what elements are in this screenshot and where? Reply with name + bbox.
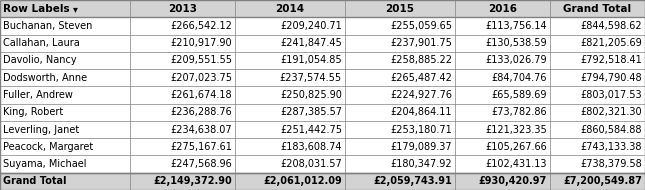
Text: £250,825.90: £250,825.90 (280, 90, 342, 100)
Text: £844,598.62: £844,598.62 (580, 21, 642, 31)
Bar (0, 52, 645, 69)
Text: £204,864.11: £204,864.11 (390, 107, 452, 117)
Text: £180,347.92: £180,347.92 (390, 159, 452, 169)
Text: £792,518.41: £792,518.41 (580, 55, 642, 65)
Bar (0, 121, 645, 138)
Text: £65,589.69: £65,589.69 (491, 90, 547, 100)
Text: £265,487.42: £265,487.42 (390, 73, 452, 83)
Text: Leverling, Janet: Leverling, Janet (3, 125, 79, 135)
Text: £130,538.59: £130,538.59 (486, 38, 547, 48)
Text: £251,442.75: £251,442.75 (280, 125, 342, 135)
Bar (0, 17, 645, 35)
Text: £237,901.75: £237,901.75 (390, 38, 452, 48)
Text: £738,379.58: £738,379.58 (580, 159, 642, 169)
Bar (0, 0, 645, 17)
Text: Peacock, Margaret: Peacock, Margaret (3, 142, 94, 152)
Text: 2014: 2014 (275, 4, 304, 14)
Text: £224,927.76: £224,927.76 (390, 90, 452, 100)
Text: £802,321.30: £802,321.30 (580, 107, 642, 117)
Text: £247,568.96: £247,568.96 (170, 159, 232, 169)
Text: £860,584.88: £860,584.88 (580, 125, 642, 135)
Text: Callahan, Laura: Callahan, Laura (3, 38, 80, 48)
Text: £133,026.79: £133,026.79 (486, 55, 547, 65)
Text: £207,023.75: £207,023.75 (170, 73, 232, 83)
Text: £191,054.85: £191,054.85 (281, 55, 342, 65)
Text: Row Labels: Row Labels (3, 4, 70, 14)
Text: £255,059.65: £255,059.65 (390, 21, 452, 31)
Text: Suyama, Michael: Suyama, Michael (3, 159, 86, 169)
Text: £287,385.57: £287,385.57 (280, 107, 342, 117)
Text: £266,542.12: £266,542.12 (170, 21, 232, 31)
Text: £209,551.55: £209,551.55 (170, 55, 232, 65)
Text: £258,885.22: £258,885.22 (390, 55, 452, 65)
Text: £73,782.86: £73,782.86 (491, 107, 547, 117)
Text: £261,674.18: £261,674.18 (170, 90, 232, 100)
Text: £208,031.57: £208,031.57 (280, 159, 342, 169)
Text: 2013: 2013 (168, 4, 197, 14)
Text: Grand Total: Grand Total (3, 176, 66, 186)
Text: £236,288.76: £236,288.76 (170, 107, 232, 117)
Text: 2016: 2016 (488, 4, 517, 14)
Text: Buchanan, Steven: Buchanan, Steven (3, 21, 92, 31)
Text: £241,847.45: £241,847.45 (280, 38, 342, 48)
Text: £209,240.71: £209,240.71 (280, 21, 342, 31)
Text: £275,167.61: £275,167.61 (170, 142, 232, 152)
Text: Davolio, Nancy: Davolio, Nancy (3, 55, 77, 65)
Text: £84,704.76: £84,704.76 (491, 73, 547, 83)
Text: £179,089.37: £179,089.37 (390, 142, 452, 152)
Text: £803,017.53: £803,017.53 (580, 90, 642, 100)
Bar (0, 104, 645, 121)
Text: Grand Total: Grand Total (564, 4, 631, 14)
Text: £821,205.69: £821,205.69 (580, 38, 642, 48)
Text: £2,149,372.90: £2,149,372.90 (154, 176, 232, 186)
Text: £930,420.97: £930,420.97 (479, 176, 547, 186)
Text: £121,323.35: £121,323.35 (485, 125, 547, 135)
Text: £234,638.07: £234,638.07 (170, 125, 232, 135)
Text: £7,200,549.87: £7,200,549.87 (563, 176, 642, 186)
Bar (0, 69, 645, 86)
Text: £183,608.74: £183,608.74 (281, 142, 342, 152)
Text: King, Robert: King, Robert (3, 107, 63, 117)
Bar (0, 35, 645, 52)
Bar (0, 155, 645, 173)
Text: £253,180.71: £253,180.71 (390, 125, 452, 135)
Bar (0, 138, 645, 155)
Text: £102,431.13: £102,431.13 (486, 159, 547, 169)
Text: £237,574.55: £237,574.55 (280, 73, 342, 83)
Text: ▾: ▾ (73, 4, 78, 14)
Bar (0, 173, 645, 190)
Text: £2,059,743.91: £2,059,743.91 (373, 176, 452, 186)
Text: £794,790.48: £794,790.48 (580, 73, 642, 83)
Text: £743,133.38: £743,133.38 (580, 142, 642, 152)
Text: 2015: 2015 (386, 4, 415, 14)
Text: £105,267.66: £105,267.66 (485, 142, 547, 152)
Text: Dodsworth, Anne: Dodsworth, Anne (3, 73, 87, 83)
Text: £2,061,012.09: £2,061,012.09 (263, 176, 342, 186)
Text: Fuller, Andrew: Fuller, Andrew (3, 90, 73, 100)
Text: £113,756.14: £113,756.14 (486, 21, 547, 31)
Text: £210,917.90: £210,917.90 (170, 38, 232, 48)
Bar (0, 86, 645, 104)
